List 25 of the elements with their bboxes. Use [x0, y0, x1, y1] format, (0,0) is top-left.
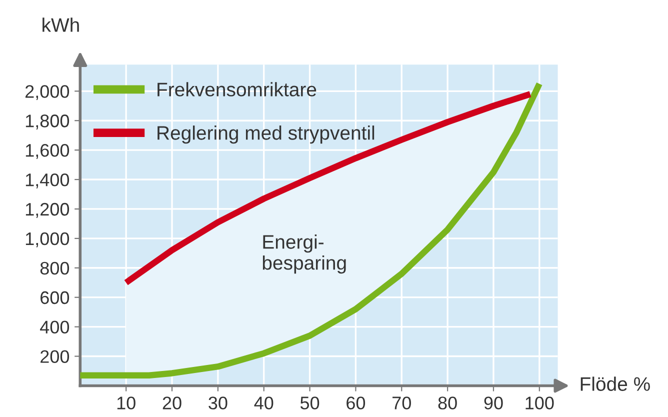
x-tick-label: 50 — [300, 396, 320, 410]
x-tick-label: 60 — [346, 396, 366, 410]
y-tick-label: 1,600 — [26, 144, 70, 159]
x-tick-label: 40 — [254, 396, 274, 410]
x-axis-title: Flöde % — [580, 376, 650, 391]
y-tick-label: 800 — [40, 262, 70, 275]
annotation: Energi- besparing — [262, 234, 346, 274]
x-tick-label: 100 — [526, 396, 554, 410]
x-tick-label: 90 — [484, 396, 503, 410]
x-tick-label: 80 — [438, 396, 457, 410]
y-tick-label: 1,200 — [26, 202, 70, 218]
x-tick-label: 20 — [162, 396, 182, 410]
y-tick-label: 200 — [40, 350, 70, 363]
x-tick-label: 30 — [208, 396, 228, 410]
x-tick-label: 70 — [392, 396, 411, 410]
x-tick-label: 10 — [117, 396, 136, 410]
y-tick-label: 600 — [40, 291, 70, 304]
y-tick-label: 1,400 — [26, 173, 70, 188]
y-tick-label: 1,000 — [26, 232, 70, 248]
y-tick-label: 400 — [40, 320, 70, 334]
y-tick-label: 2,000 — [25, 85, 70, 100]
legend-label: Reglering med strypventil — [158, 126, 374, 144]
y-axis-title: kWh — [42, 18, 79, 32]
y-tick-label: 1,800 — [26, 114, 70, 130]
legend-label: Frekvensomriktare — [158, 82, 316, 96]
